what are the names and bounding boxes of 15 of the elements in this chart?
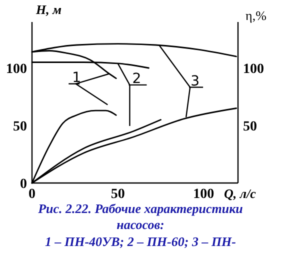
y2-axis-title: η,%	[246, 8, 267, 23]
y-axis-title: H, м	[35, 2, 62, 17]
y-tick-label: 0	[20, 176, 27, 192]
annotation: 1	[72, 70, 82, 86]
y2-tick-label: 100	[243, 62, 264, 77]
y-tick-label: 50	[13, 119, 27, 134]
annotation: 3	[190, 73, 200, 90]
text: 1 – ПН-40УВ; 2 – ПН-60; 3 – ПН-	[44, 234, 236, 249]
y2-tick-label: 50	[243, 119, 257, 134]
annotation: 2	[132, 70, 142, 87]
x-axis-title: Q, л/с	[224, 186, 256, 201]
x-tick-label: 50	[110, 187, 125, 202]
y-tick-label: 100	[6, 62, 27, 77]
x-tick-label: 100	[193, 187, 214, 202]
text: Рис. 2.22. Рабочие характеристики насосов:	[38, 201, 243, 232]
